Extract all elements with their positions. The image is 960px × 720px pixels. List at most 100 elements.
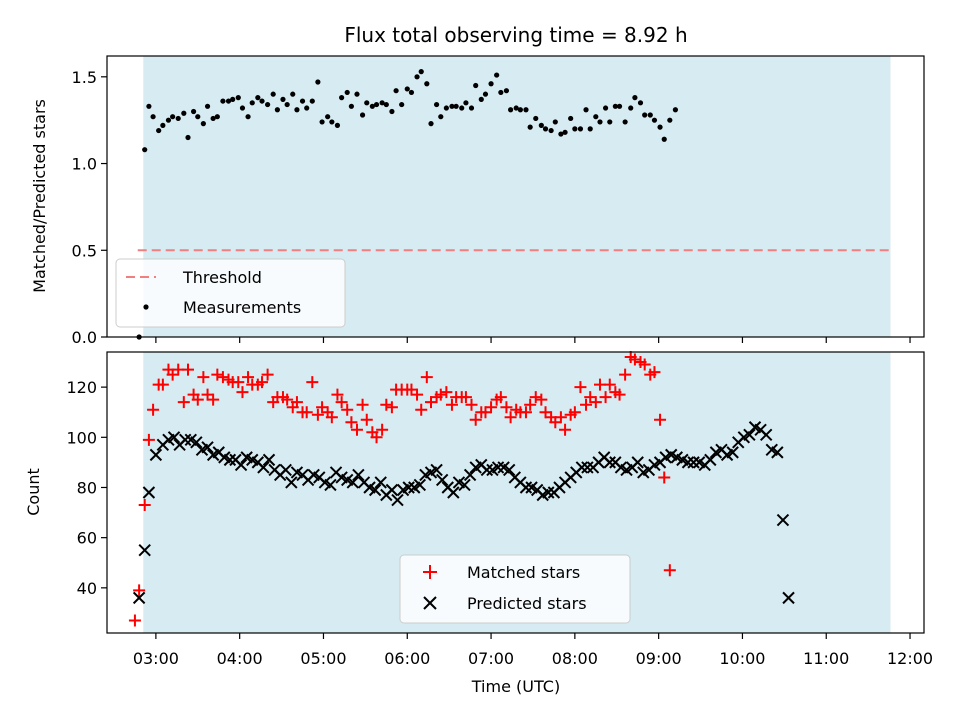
measurement-point [379, 100, 385, 106]
x-tick-label: 05:00 [300, 649, 346, 668]
measurement-point [523, 107, 529, 113]
measurement-point [195, 114, 201, 120]
measurement-point [513, 105, 519, 111]
measurement-point [294, 107, 300, 113]
matched-star-point [216, 371, 229, 384]
x-tick-label: 06:00 [384, 649, 430, 668]
predicted-star-point [631, 456, 644, 469]
legend-predicted-label: Predicted stars [467, 594, 587, 613]
matched-star-point [539, 406, 552, 419]
matched-star-point [603, 378, 616, 391]
measurement-point [459, 105, 465, 111]
top-y-ticks: 0.0 0.5 1.0 1.5 [72, 68, 107, 347]
measurement-point [651, 117, 658, 123]
predicted-star-point [759, 428, 773, 442]
matched-star-point [281, 393, 294, 406]
matched-star-point [500, 401, 513, 414]
matched-star-point [654, 413, 667, 426]
top-y-axis-label: Matched/Predicted stars [30, 99, 49, 293]
measurement-point [583, 107, 589, 113]
matched-star-point [619, 368, 632, 381]
measurement-point [468, 105, 475, 111]
measurement-point [494, 72, 500, 78]
measurement-point [265, 101, 271, 108]
predicted-star-point [447, 486, 460, 499]
matched-star-point [300, 406, 313, 419]
measurement-point [150, 114, 156, 120]
x-tick-label: 09:00 [636, 649, 682, 668]
measurement-point [230, 96, 236, 102]
predicted-star-point [391, 493, 404, 507]
matched-star-point [370, 431, 383, 444]
top-axes-frame [106, 55, 925, 338]
measurement-point [424, 81, 430, 87]
predicted-star-point [503, 463, 516, 477]
matched-star-point [156, 378, 169, 391]
matched-star-point [236, 386, 249, 399]
measurement-point [527, 124, 533, 130]
measurement-point [284, 101, 290, 108]
measurement-point [181, 110, 187, 116]
measurement-point [568, 115, 574, 122]
measurement-point [160, 122, 166, 128]
matched-star-point [256, 376, 269, 389]
matched-star-point [420, 371, 433, 384]
legend-threshold-label: Threshold [182, 268, 262, 287]
legend-matched-label: Matched stars [467, 563, 580, 582]
top-legend: Threshold Measurements [115, 258, 346, 328]
measurement-point [408, 89, 415, 96]
predicted-star-point [138, 543, 151, 557]
top-panel: 0.0 0.5 1.0 1.5 Matched/Predicted stars Thr… [30, 55, 925, 347]
matched-star-point [211, 368, 224, 381]
matched-star-point [589, 396, 602, 409]
bottom-y-axis-label: Count [24, 468, 43, 516]
measurement-point [304, 105, 310, 111]
legend-matched-swatch [423, 565, 437, 579]
matched-star-point [331, 388, 344, 401]
matched-star-point [529, 391, 542, 404]
measurement-point [404, 86, 410, 92]
predicted-star-point [463, 468, 477, 482]
measurement-point [359, 112, 366, 118]
measurement-point [185, 134, 191, 141]
matched-star-point [494, 391, 507, 404]
bottom-y-tick-label: 60 [77, 529, 97, 548]
x-axis-label: Time (UTC) [471, 677, 560, 696]
matched-star-point [559, 423, 572, 436]
matched-star-point [207, 393, 220, 406]
measurement-point [647, 112, 653, 118]
predicted-star-point [257, 461, 270, 474]
measurement-point [344, 89, 350, 96]
chart-title: Flux total observing time = 8.92 h [344, 23, 687, 47]
predicted-star-point [681, 456, 695, 469]
measurement-point [156, 127, 162, 134]
matched-star-point [580, 398, 593, 411]
matched-star-point [385, 401, 398, 414]
matched-star-point [519, 406, 532, 419]
matched-star-point [411, 388, 424, 401]
predicted-star-point [491, 461, 505, 474]
matched-star-point [574, 381, 587, 394]
predicted-star-point [603, 456, 616, 469]
matched-star-point [648, 366, 661, 379]
measurement-point [329, 119, 335, 125]
measurements-points [136, 69, 679, 340]
measurement-point [593, 114, 599, 120]
matched-star-point [360, 413, 373, 426]
predicted-star-point [149, 448, 163, 462]
matched-star-point [290, 396, 303, 409]
measurement-point [657, 124, 663, 130]
matched-star-point [469, 413, 482, 426]
measurement-point [204, 103, 211, 109]
predicted-star-point [782, 591, 795, 605]
measurement-point [225, 98, 232, 104]
matched-star-point [261, 368, 274, 381]
measurement-point [622, 119, 628, 125]
x-tick-label: 04:00 [217, 649, 263, 668]
measurement-point [339, 95, 345, 101]
measurement-point [364, 100, 370, 106]
matched-star-point [147, 403, 160, 416]
matched-star-point [479, 406, 492, 419]
measurement-point [607, 119, 613, 125]
